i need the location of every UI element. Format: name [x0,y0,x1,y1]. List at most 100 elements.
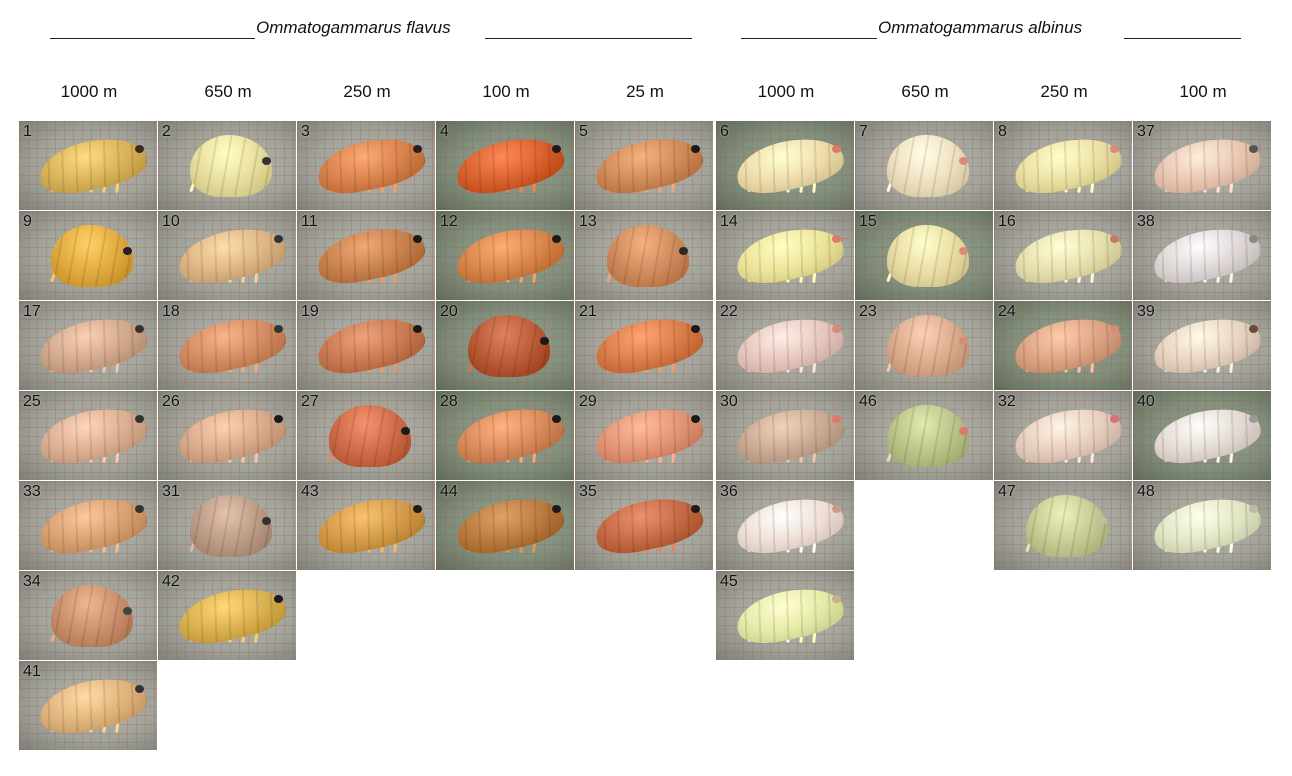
amphipod-eye [135,415,144,423]
specimen-photo: 41 [19,661,158,751]
amphipod-eye [1249,505,1258,513]
specimen-number-label: 20 [440,303,458,320]
specimen-number-label: 39 [1137,303,1155,320]
specimen-number-label: 3 [301,123,310,140]
specimen-photo: 29 [575,391,714,481]
specimen-photo: 10 [158,211,297,301]
amphipod-eye [552,145,561,153]
specimen-number-label: 32 [998,393,1016,410]
specimen-photo: 46 [855,391,994,481]
specimen-photo: 21 [575,301,714,391]
specimen-photo: 14 [716,211,855,301]
specimen-photo: 36 [716,481,855,571]
specimen-photo: 31 [158,481,297,571]
amphipod-eye [832,325,841,333]
amphipod-eye [959,337,968,345]
specimen-photo: 5 [575,121,714,211]
amphipod-eye [135,685,144,693]
depth-header-flavus-100: 100 m [482,82,530,101]
specimen-number-label: 28 [440,393,458,410]
specimen-photo: 15 [855,211,994,301]
specimen-photo: 43 [297,481,436,571]
specimen-number-label: 45 [720,573,738,590]
specimen-number-label: 14 [720,213,738,230]
amphipod-eye [552,235,561,243]
amphipod-body [51,225,133,287]
amphipod-eye [832,145,841,153]
amphipod-body [190,135,272,197]
specimen-number-label: 17 [23,303,41,320]
amphipod-eye [832,235,841,243]
specimen-number-label: 1 [23,123,32,140]
amphipod-body [887,315,969,377]
amphipod-eye [1249,415,1258,423]
specimen-photo: 19 [297,301,436,391]
specimen-photo: 42 [158,571,297,661]
specimen-photo: 26 [158,391,297,481]
specimen-photo: 34 [19,571,158,661]
depth-header-flavus-650: 650 m [204,82,252,101]
specimen-number-label: 44 [440,483,458,500]
depth-header-flavus-250: 250 m [343,82,391,101]
specimen-number-label: 21 [579,303,597,320]
depth-header-albinus-650: 650 m [901,82,949,101]
species-title-albinus: Ommatogammarus albinus [878,18,1083,37]
amphipod-eye [679,247,688,255]
specimen-number-label: 36 [720,483,738,500]
amphipod-eye [1249,325,1258,333]
specimen-photo: 4 [436,121,575,211]
amphipod-eye [262,517,271,525]
specimen-photo: 16 [994,211,1133,301]
amphipod-eye [413,325,422,333]
specimen-number-label: 34 [23,573,41,590]
specimen-number-label: 6 [720,123,729,140]
specimen-number-label: 46 [859,393,877,410]
amphipod-body [190,495,272,557]
specimen-photo: 7 [855,121,994,211]
specimen-number-label: 35 [579,483,597,500]
amphipod-eye [691,505,700,513]
specimen-number-label: 33 [23,483,41,500]
species-rule-left-1 [50,38,255,39]
species-rule-right-1 [741,38,877,39]
specimen-number-label: 13 [579,213,597,230]
specimen-number-label: 15 [859,213,877,230]
specimen-number-label: 47 [998,483,1016,500]
specimen-number-label: 5 [579,123,588,140]
specimen-photo: 2 [158,121,297,211]
specimen-photo: 35 [575,481,714,571]
specimen-photo: 9 [19,211,158,301]
amphipod-body [607,225,689,287]
specimen-photo: 20 [436,301,575,391]
amphipod-eye [959,247,968,255]
specimen-number-label: 10 [162,213,180,230]
specimen-number-label: 24 [998,303,1016,320]
amphipod-eye [1110,415,1119,423]
specimen-photo: 30 [716,391,855,481]
specimen-number-label: 7 [859,123,868,140]
amphipod-eye [135,145,144,153]
amphipod-body [468,315,550,377]
specimen-number-label: 4 [440,123,449,140]
specimen-number-label: 41 [23,663,41,680]
specimen-number-label: 38 [1137,213,1155,230]
specimen-number-label: 40 [1137,393,1155,410]
amphipod-eye [832,595,841,603]
specimen-photo: 44 [436,481,575,571]
amphipod-eye [123,607,132,615]
specimen-number-label: 27 [301,393,319,410]
specimen-photo: 18 [158,301,297,391]
amphipod-eye [1098,517,1107,525]
specimen-number-label: 2 [162,123,171,140]
amphipod-body [51,585,133,647]
amphipod-eye [1249,235,1258,243]
amphipod-eye [1249,145,1258,153]
amphipod-eye [691,415,700,423]
amphipod-body [329,405,411,467]
amphipod-eye [1110,235,1119,243]
specimen-number-label: 43 [301,483,319,500]
depth-header-flavus-1000: 1000 m [60,82,118,101]
amphipod-eye [135,325,144,333]
specimen-photo: 3 [297,121,436,211]
amphipod-body [887,135,969,197]
